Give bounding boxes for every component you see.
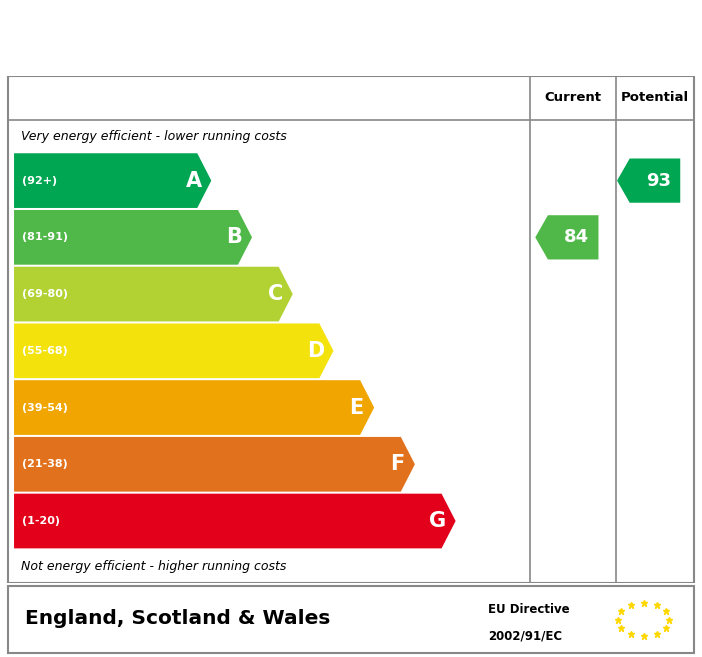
Text: Not energy efficient - higher running costs: Not energy efficient - higher running co… xyxy=(21,560,286,574)
Text: Potential: Potential xyxy=(621,91,689,104)
Polygon shape xyxy=(14,210,252,265)
Text: D: D xyxy=(307,341,324,361)
Text: (69-80): (69-80) xyxy=(22,289,69,299)
Polygon shape xyxy=(535,215,599,260)
Text: F: F xyxy=(390,454,404,474)
Polygon shape xyxy=(14,493,456,549)
Text: EU Directive: EU Directive xyxy=(488,602,569,616)
Text: 84: 84 xyxy=(564,229,589,246)
Text: C: C xyxy=(267,284,283,304)
Polygon shape xyxy=(14,323,333,378)
Text: (55-68): (55-68) xyxy=(22,346,68,356)
Polygon shape xyxy=(14,267,293,321)
Text: (39-54): (39-54) xyxy=(22,403,68,413)
Text: G: G xyxy=(430,511,446,531)
Text: (21-38): (21-38) xyxy=(22,459,68,469)
Text: Very energy efficient - lower running costs: Very energy efficient - lower running co… xyxy=(21,130,287,143)
Text: E: E xyxy=(350,397,364,418)
Text: (92+): (92+) xyxy=(22,175,58,186)
Text: Current: Current xyxy=(545,91,602,104)
Polygon shape xyxy=(14,380,374,435)
Text: B: B xyxy=(227,227,242,247)
Polygon shape xyxy=(14,437,415,491)
Text: Energy Efficiency Rating: Energy Efficiency Rating xyxy=(18,24,419,52)
Text: 93: 93 xyxy=(646,171,671,190)
Polygon shape xyxy=(14,153,211,208)
Text: (81-91): (81-91) xyxy=(22,233,69,242)
Polygon shape xyxy=(617,158,680,203)
Text: (1-20): (1-20) xyxy=(22,516,60,526)
Text: A: A xyxy=(186,171,201,191)
Text: England, Scotland & Wales: England, Scotland & Wales xyxy=(25,609,330,628)
Text: 2002/91/EC: 2002/91/EC xyxy=(488,630,562,643)
